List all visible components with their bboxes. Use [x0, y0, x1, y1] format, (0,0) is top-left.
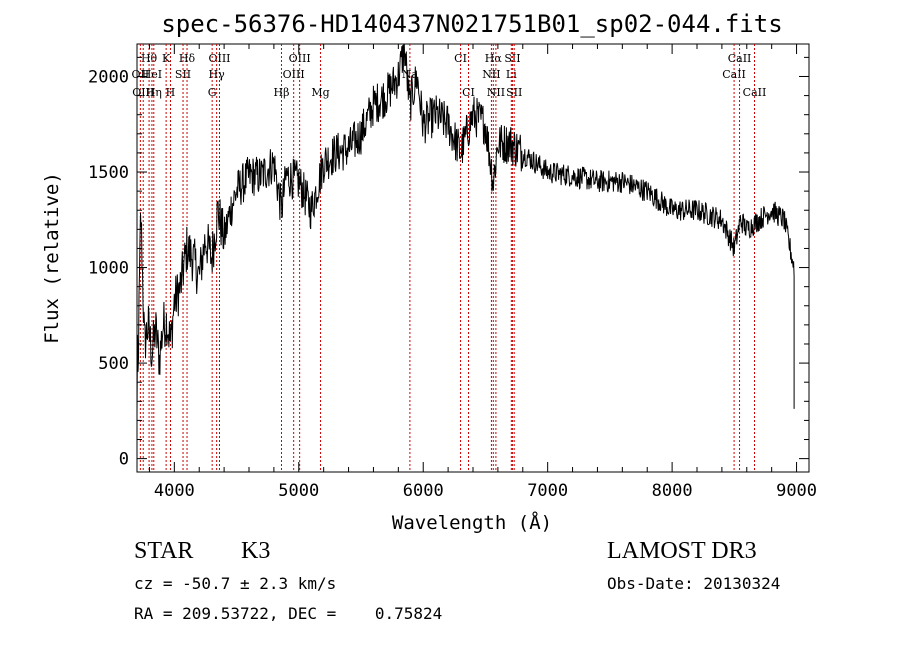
line-label: Hη: [146, 86, 162, 99]
line-label: NII: [482, 68, 500, 81]
line-label: CaII: [743, 86, 767, 99]
x-tick-label: 4000: [154, 481, 195, 501]
chart-title: spec-56376-HD140437N021751B01_sp02-044.f…: [161, 10, 782, 38]
line-label: OIII: [289, 52, 311, 65]
survey-name: LAMOST DR3: [607, 538, 757, 564]
x-tick-label: 6000: [403, 481, 444, 501]
axes: 4000 5000 6000 7000 8000 9000 0 500 1000 1500 2000: [88, 44, 817, 501]
line-label: Na: [402, 68, 419, 81]
object-class: STAR: [134, 538, 194, 564]
y-axis-label: Flux (relative): [41, 172, 63, 344]
y-tick-label: 1000: [88, 259, 129, 279]
line-label: K: [162, 52, 171, 65]
line-label: Hβ: [274, 86, 290, 99]
line-label: OIII: [208, 52, 230, 65]
observation-date: Obs-Date: 20130324: [607, 574, 781, 593]
x-tick-label: 5000: [278, 481, 319, 501]
spectrum-line: [136, 44, 795, 415]
line-label: CaII: [722, 68, 746, 81]
line-label: Mg: [311, 86, 329, 99]
line-label: OIII: [283, 68, 305, 81]
line-label: SII: [504, 52, 520, 65]
line-label: SII: [175, 68, 191, 81]
line-label: SII: [506, 86, 522, 99]
x-tick-label: 8000: [652, 481, 693, 501]
line-label: G: [208, 86, 217, 99]
line-label: CI: [462, 86, 475, 99]
line-label: OII: [132, 68, 150, 81]
spectrum-series: [136, 44, 795, 415]
line-label: CaII: [728, 52, 752, 65]
line-label: Hγ: [209, 68, 226, 81]
line-label: Hδ: [179, 52, 196, 65]
y-tick-label: 1500: [88, 163, 129, 183]
x-tick-label: 7000: [527, 481, 568, 501]
object-subclass: K3: [241, 538, 271, 564]
y-tick-label: 0: [119, 450, 129, 470]
line-label: Hα: [485, 52, 503, 65]
x-tick-label: 9000: [776, 481, 817, 501]
line-label: HeI: [142, 68, 162, 81]
y-tick-label: 500: [98, 354, 129, 374]
line-label: H: [166, 86, 176, 99]
coordinates: RA = 209.53722, DEC = 0.75824: [134, 604, 443, 623]
y-tick-label: 2000: [88, 67, 129, 87]
line-label: Li: [506, 68, 517, 81]
redshift-velocity: cz = -50.7 ± 2.3 km/s: [134, 574, 337, 593]
line-label: CI: [454, 52, 467, 65]
line-label: NII: [487, 86, 505, 99]
x-axis-label: Wavelength (Å): [392, 511, 552, 534]
